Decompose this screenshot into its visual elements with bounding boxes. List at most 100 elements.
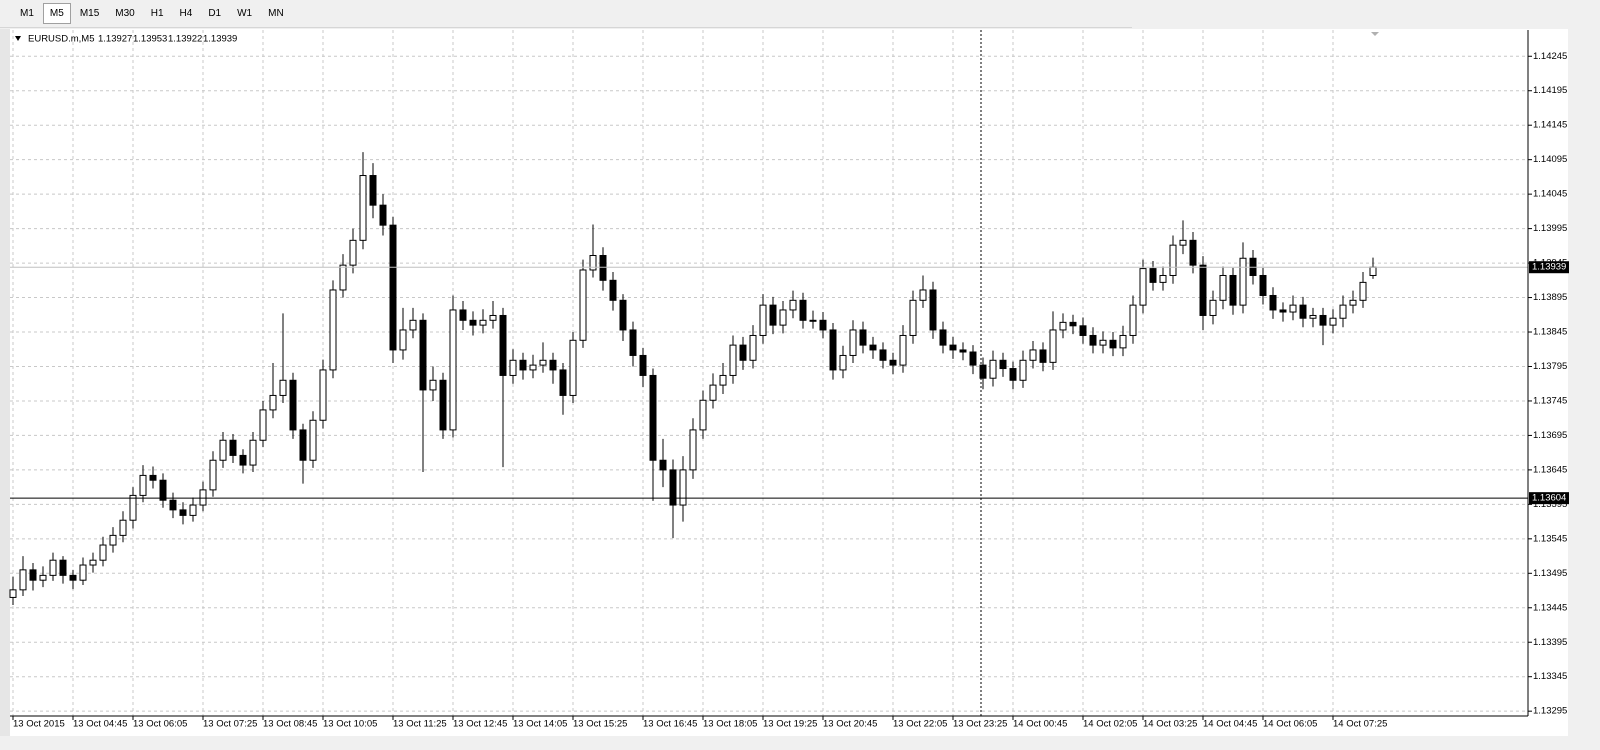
candle-body [629, 329, 637, 356]
candle-body [249, 439, 257, 466]
y-tick-label: 1.14245 [1533, 51, 1567, 62]
y-tick-label: 1.13745 [1533, 395, 1567, 406]
candle-body [569, 339, 577, 396]
candle-body [99, 544, 107, 561]
y-tick-label: 1.13645 [1533, 464, 1567, 475]
candle-body [949, 344, 957, 351]
candle-body [159, 479, 167, 501]
candle-body [119, 519, 127, 536]
candle-body [889, 359, 897, 366]
candle-body [349, 239, 357, 266]
candle-body [1339, 304, 1347, 319]
candle-body [999, 359, 1007, 370]
timeframe-button[interactable]: M5 [42, 3, 71, 24]
candle-body [479, 319, 487, 326]
candle-body [69, 574, 77, 581]
candle-body [1169, 244, 1177, 276]
timeframe-button[interactable]: M30 [115, 8, 135, 19]
candle-body [1129, 304, 1137, 336]
candle-body [979, 364, 987, 379]
candle-body [729, 344, 737, 376]
candle-body [279, 379, 287, 396]
candle-body [359, 175, 367, 241]
candle-body [1239, 257, 1247, 306]
candle-body [89, 559, 97, 566]
candle-body [449, 309, 457, 431]
candle-body [1069, 321, 1077, 327]
y-tick-label: 1.13995 [1533, 223, 1567, 234]
y-tick-label: 1.13595 [1533, 499, 1567, 510]
candle-body [189, 504, 197, 516]
x-tick-label: 13 Oct 10:05 [323, 719, 377, 730]
chart-shift-marker [1371, 32, 1379, 36]
timeframe-button[interactable]: D1 [208, 8, 222, 19]
x-tick-label: 13 Oct 04:45 [73, 719, 127, 730]
y-tick-label: 1.13545 [1533, 533, 1567, 544]
timeframe-button[interactable]: M1 [20, 8, 34, 19]
menu-triangle [15, 36, 21, 41]
y-tick-label: 1.13845 [1533, 327, 1567, 338]
symbol-label: EURUSD.m,M5 [28, 34, 95, 45]
candle-body [1039, 349, 1047, 363]
timeframe-button[interactable]: W1 [237, 8, 253, 19]
candle-body [1059, 321, 1067, 331]
candle-body [379, 204, 387, 226]
candle-body [1089, 334, 1097, 346]
candle-body [1269, 294, 1277, 311]
y-tick-label: 1.14095 [1533, 154, 1567, 165]
x-tick-label: 13 Oct 11:25 [393, 719, 447, 730]
ohlc-close: 1.13939 [203, 34, 237, 45]
timeframe-button[interactable]: H1 [150, 8, 164, 19]
candle-body [869, 344, 877, 351]
timeframe-button[interactable]: H4 [179, 8, 193, 19]
candle-body [39, 574, 47, 581]
candle-body [1329, 317, 1337, 326]
timeframe-toolbar: M1 M5 M15 M30 H1 H4 D1 W1 MN [0, 0, 1132, 28]
timeframe-button[interactable]: MN [268, 8, 284, 19]
y-tick-label: 1.14195 [1533, 85, 1567, 96]
x-tick-label: 13 Oct 07:25 [203, 719, 257, 730]
y-tick-label: 1.13495 [1533, 568, 1567, 579]
ohlc-high: 1.13953 [133, 34, 167, 45]
candle-body [129, 494, 137, 521]
candle-body [1189, 239, 1197, 266]
x-tick-label: 13 Oct 22:05 [893, 719, 947, 730]
candle-body [779, 309, 787, 326]
ohlc-open: 1.13927 [98, 34, 132, 45]
candle-body [169, 499, 177, 511]
candle-body [659, 459, 667, 471]
candle-body [1079, 325, 1087, 336]
candle-body [459, 309, 467, 321]
x-tick-label: 13 Oct 18:05 [703, 719, 757, 730]
candle-body [239, 454, 247, 466]
candle-body [539, 359, 547, 366]
x-tick-label: 13 Oct 20:45 [823, 719, 877, 730]
candle-body [819, 319, 827, 331]
candle-body [489, 314, 497, 321]
candle-body [679, 469, 687, 506]
candle-body [619, 299, 627, 331]
candle-body [509, 359, 517, 376]
candle-body [749, 334, 757, 361]
candle-body [1309, 314, 1317, 319]
candle-body [329, 289, 337, 371]
candle-body [609, 279, 617, 301]
x-tick-label: 13 Oct 08:45 [263, 719, 317, 730]
candle-body [519, 359, 527, 371]
x-tick-label: 14 Oct 03:25 [1143, 719, 1197, 730]
x-tick-label: 14 Oct 02:05 [1083, 719, 1137, 730]
timeframe-button[interactable]: M15 [79, 8, 100, 19]
y-tick-label: 1.13295 [1533, 706, 1567, 717]
candle-body [319, 369, 327, 421]
candle-body [309, 419, 317, 461]
ohlc-low: 1.13922 [168, 34, 202, 45]
candle-body [1199, 264, 1207, 316]
candle-body [1099, 339, 1107, 346]
candle-body [929, 289, 937, 331]
candle-body [439, 379, 447, 431]
candle-body [939, 329, 947, 346]
x-tick-label: 13 Oct 2015 [13, 719, 65, 730]
candle-body [269, 394, 277, 411]
candle-body [989, 359, 997, 379]
